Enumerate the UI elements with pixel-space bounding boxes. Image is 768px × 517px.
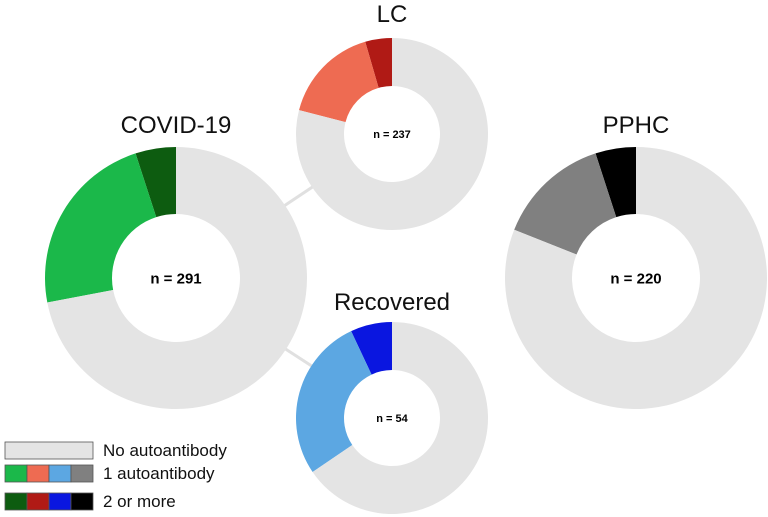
slice-covid-19-1-autoantibody xyxy=(44,153,157,303)
slice-lc-2-or-more xyxy=(365,38,392,88)
legend-swatch xyxy=(48,492,72,511)
legend: No autoantibody 1 autoantibody 2 or more xyxy=(4,441,227,511)
legend-swatch xyxy=(4,492,28,511)
slice-covid-19-no-autoantibody xyxy=(47,147,307,409)
legend-swatch xyxy=(26,492,50,511)
legend-item-2-or-more: 2 or more xyxy=(4,492,176,511)
slice-recovered-no-autoantibody xyxy=(312,322,489,514)
slice-pphc-no-autoantibody xyxy=(504,147,767,410)
connector-lines xyxy=(279,183,317,370)
donut-pphc: PPHC n = 220 xyxy=(504,112,767,410)
slice-pphc-1-autoantibody xyxy=(514,153,617,255)
slice-covid-19-2-or-more xyxy=(135,147,176,218)
slice-recovered-2-or-more xyxy=(351,322,392,375)
legend-swatch xyxy=(48,464,72,483)
donut-lc: LC n = 237 xyxy=(296,1,489,231)
slice-lc-no-autoantibody xyxy=(296,38,489,231)
n-label-pphc: n = 220 xyxy=(610,270,661,287)
legend-swatch xyxy=(70,492,94,511)
chart-title-lc: LC xyxy=(377,1,408,28)
chart-title-recovered: Recovered xyxy=(334,289,450,316)
legend-swatch xyxy=(26,464,50,483)
legend-swatch xyxy=(4,441,94,460)
legend-swatch xyxy=(4,464,28,483)
donut-recovered: Recovered n = 54 xyxy=(295,289,489,514)
legend-label: 2 or more xyxy=(103,492,176,511)
legend-label: 1 autoantibody xyxy=(103,464,215,483)
donut-charts: COVID-19 n = 291 LC n = 237 Recovered n = 54 P… xyxy=(44,1,767,514)
slice-recovered-1-autoantibody xyxy=(295,331,372,472)
legend-label: No autoantibody xyxy=(103,441,227,460)
donut-covid-19: COVID-19 n = 291 xyxy=(44,112,307,409)
chart-title-pphc: PPHC xyxy=(603,112,670,139)
n-label-covid-19: n = 291 xyxy=(150,270,201,287)
slice-lc-1-autoantibody xyxy=(299,41,379,123)
legend-item-no-autoantibody: No autoantibody xyxy=(4,441,227,460)
legend-item-1-autoantibody: 1 autoantibody xyxy=(4,464,215,483)
n-label-lc: n = 237 xyxy=(373,129,411,141)
connector-line-recovered xyxy=(280,344,316,370)
connector-line-lc xyxy=(279,183,317,210)
chart-title-covid-19: COVID-19 xyxy=(121,112,232,139)
n-label-recovered: n = 54 xyxy=(376,413,408,425)
slice-pphc-2-or-more xyxy=(595,147,636,218)
legend-swatch xyxy=(70,464,94,483)
